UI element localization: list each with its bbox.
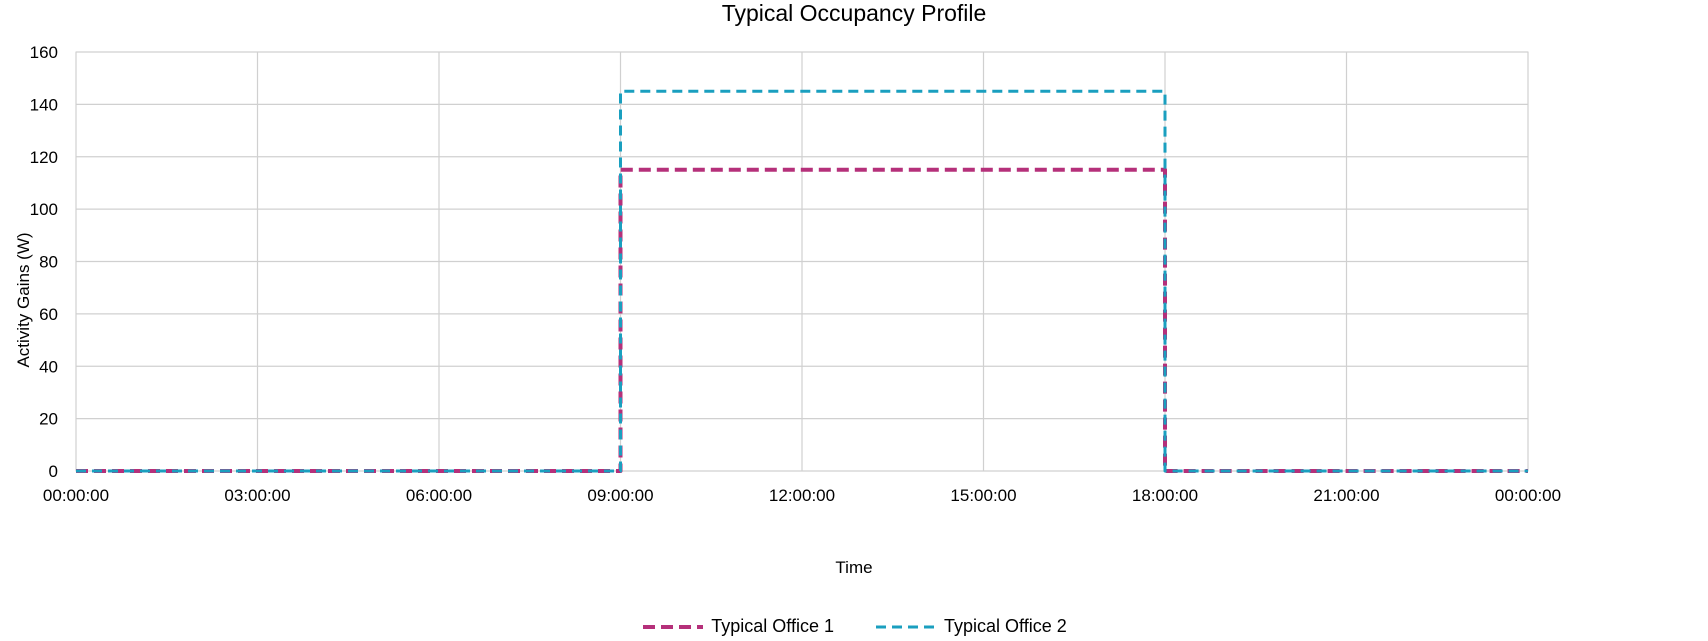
x-tick-label: 21:00:00 <box>1313 486 1379 505</box>
y-tick-label: 160 <box>30 43 58 62</box>
y-tick-label: 0 <box>49 462 58 481</box>
y-tick-label: 100 <box>30 200 58 219</box>
y-tick-label: 140 <box>30 95 58 114</box>
y-tick-label: 40 <box>39 357 58 376</box>
legend: Typical Office 1 Typical Office 2 <box>0 616 1708 637</box>
y-axis-label: Activity Gains (W) <box>14 232 33 368</box>
x-tick-label: 15:00:00 <box>950 486 1016 505</box>
legend-swatch-office-1 <box>643 624 704 629</box>
x-tick-label: 03:00:00 <box>224 486 290 505</box>
legend-item-office-2: Typical Office 2 <box>874 616 1067 637</box>
x-tick-label: 12:00:00 <box>769 486 835 505</box>
y-tick-label: 60 <box>39 305 58 324</box>
x-tick-label: 00:00:00 <box>43 486 109 505</box>
chart-title: Typical Occupancy Profile <box>721 0 987 26</box>
x-tick-label: 09:00:00 <box>587 486 653 505</box>
series-line-2 <box>76 89 1528 473</box>
legend-label-office-2: Typical Office 2 <box>944 616 1067 636</box>
legend-swatch-office-2 <box>876 625 936 628</box>
x-tick-label: 00:00:00 <box>1495 486 1561 505</box>
x-tick-label: 18:00:00 <box>1132 486 1198 505</box>
x-tick-label: 06:00:00 <box>406 486 472 505</box>
y-tick-label: 20 <box>39 410 58 429</box>
x-axis-label: Time <box>835 558 873 577</box>
legend-item-office-1: Typical Office 1 <box>641 616 834 637</box>
legend-label-office-1: Typical Office 1 <box>711 616 834 636</box>
y-tick-label: 80 <box>39 253 58 272</box>
y-tick-label: 120 <box>30 148 58 167</box>
